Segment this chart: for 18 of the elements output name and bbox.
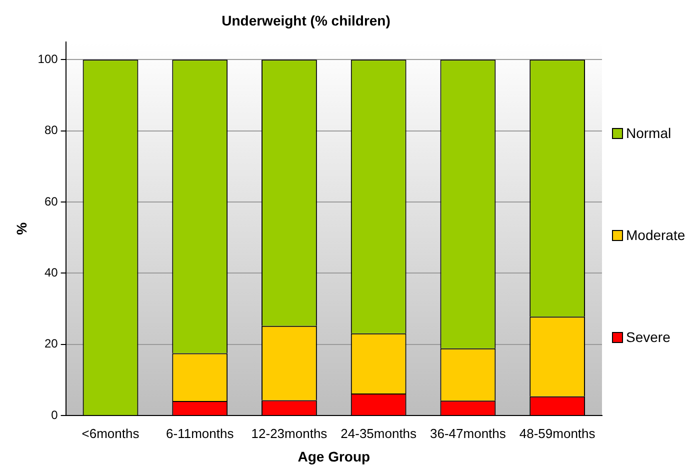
x-tick-label: 12-23months: [251, 426, 328, 441]
y-axis-title: %: [13, 222, 30, 235]
x-tick-label: 36-47months: [430, 426, 506, 441]
legend-label: Moderate: [626, 227, 686, 243]
y-tick-label: 40: [44, 266, 58, 280]
chart-title: Underweight (% children): [222, 12, 390, 28]
y-tick-label: 60: [44, 194, 58, 208]
x-axis-title: Age Group: [298, 448, 370, 464]
y-tick-label: 80: [44, 123, 58, 138]
x-tick-label: 48-59months: [519, 426, 596, 441]
text: Normal: [626, 125, 672, 141]
y-tick-label: 100: [38, 52, 58, 66]
x-tick-label: 6-11months: [166, 426, 234, 441]
y-tick-label: 0: [51, 408, 58, 422]
x-tick-label: <6months: [82, 426, 140, 441]
legend-label: Severe: [626, 329, 670, 345]
y-tick-label: 20: [44, 336, 58, 351]
x-tick-label: 24-35months: [340, 426, 418, 441]
